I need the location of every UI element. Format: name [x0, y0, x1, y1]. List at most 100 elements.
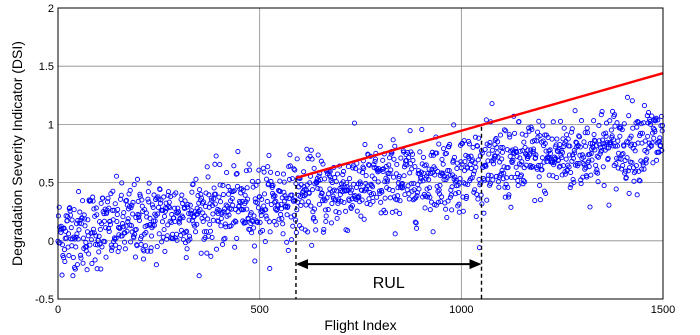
data-point: [167, 205, 173, 211]
data-point: [322, 176, 328, 182]
data-point: [210, 211, 216, 217]
data-point: [267, 265, 273, 272]
data-point: [96, 233, 102, 239]
data-point: [396, 175, 402, 182]
data-point: [299, 199, 305, 205]
data-point: [264, 198, 270, 205]
data-point: [148, 248, 154, 254]
data-point: [633, 163, 639, 169]
data-point: [426, 177, 432, 183]
data-point: [162, 248, 168, 254]
data-point: [593, 162, 599, 168]
data-point: [248, 210, 254, 216]
data-point: [476, 135, 482, 141]
data-point: [616, 156, 622, 162]
data-point: [155, 204, 161, 210]
data-point: [592, 147, 598, 153]
data-point: [204, 250, 210, 256]
data-point: [340, 172, 346, 178]
data-point: [567, 143, 573, 149]
data-point: [622, 168, 629, 174]
data-point: [572, 150, 578, 156]
data-point: [201, 199, 207, 205]
data-point: [539, 155, 545, 161]
data-point: [303, 202, 309, 208]
data-point: [102, 239, 108, 245]
data-point: [603, 130, 609, 136]
data-point: [623, 174, 629, 181]
y-tick-label: 0: [48, 236, 54, 248]
data-point: [309, 156, 315, 162]
data-point: [284, 212, 290, 218]
data-point: [410, 157, 416, 163]
data-point: [255, 219, 261, 225]
data-point: [325, 207, 331, 213]
data-point: [391, 156, 397, 162]
data-point: [405, 150, 411, 156]
data-point: [251, 243, 257, 249]
data-point: [495, 179, 501, 185]
data-point: [506, 132, 512, 138]
data-point: [470, 171, 476, 177]
data-point: [114, 218, 120, 225]
data-point: [345, 164, 351, 170]
data-point: [482, 177, 488, 183]
data-point: [309, 242, 315, 248]
data-point: [88, 237, 95, 243]
data-point: [645, 133, 651, 139]
data-point: [510, 157, 516, 163]
data-point: [213, 153, 219, 159]
data-point: [478, 180, 484, 186]
data-point: [550, 119, 556, 125]
data-point: [411, 187, 417, 193]
data-point: [593, 143, 600, 149]
data-point: [446, 167, 452, 174]
data-point: [305, 199, 312, 205]
data-point: [93, 233, 99, 239]
data-point: [398, 155, 404, 161]
data-point: [261, 169, 267, 175]
data-point: [634, 192, 640, 198]
data-point: [606, 202, 612, 208]
data-point: [603, 120, 610, 126]
data-point: [566, 152, 572, 158]
data-point: [155, 211, 161, 217]
data-point: [225, 184, 231, 190]
data-point: [635, 119, 641, 125]
data-point: [161, 213, 168, 219]
data-point: [584, 174, 590, 180]
data-point: [341, 199, 347, 206]
data-point: [557, 141, 563, 148]
x-tick-label: 500: [250, 304, 268, 316]
data-point: [335, 198, 341, 204]
data-point: [647, 121, 654, 127]
data-point: [584, 125, 590, 131]
data-point: [128, 205, 134, 211]
data-point: [526, 152, 533, 158]
data-point: [274, 171, 280, 177]
data-point: [338, 198, 344, 204]
data-point: [370, 184, 376, 190]
data-point: [508, 204, 514, 210]
data-point: [85, 217, 91, 223]
data-point: [406, 191, 412, 197]
data-point: [522, 145, 528, 151]
data-point: [384, 177, 391, 183]
data-point: [107, 221, 113, 227]
data-point: [528, 164, 535, 171]
data-point: [557, 163, 563, 169]
data-point: [56, 204, 62, 210]
data-point: [500, 176, 506, 182]
data-point: [197, 187, 203, 193]
data-point: [355, 194, 361, 200]
data-point: [585, 130, 591, 136]
data-point: [138, 236, 144, 242]
data-point: [194, 205, 200, 211]
data-point: [221, 209, 227, 215]
data-point: [639, 130, 645, 136]
data-point: [199, 195, 205, 201]
data-point: [251, 225, 257, 231]
data-point: [200, 218, 206, 225]
data-point: [390, 137, 396, 143]
data-point: [354, 208, 360, 214]
